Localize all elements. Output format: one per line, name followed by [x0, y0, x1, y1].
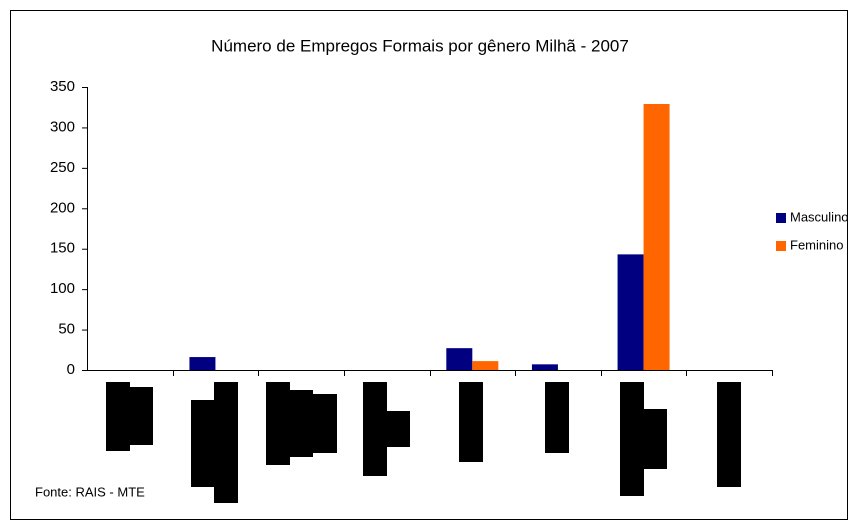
chart-title: Número de Empregos Formais por gênero Mi… [211, 36, 629, 55]
legend-label: Masculino [790, 209, 849, 224]
bar [643, 103, 670, 370]
legend-label: Feminino [790, 237, 843, 252]
y-tick-label: 250 [50, 159, 75, 176]
y-tick-label: 300 [50, 118, 75, 135]
bar [531, 364, 558, 370]
y-tick-label: 150 [50, 240, 75, 257]
bar [617, 254, 644, 370]
y-tick-label: 100 [50, 280, 75, 297]
y-tick-label: 50 [58, 321, 75, 338]
bar [189, 357, 216, 370]
bar [472, 361, 499, 370]
bar [446, 348, 473, 370]
y-tick-label: 200 [50, 199, 75, 216]
y-tick-label: 0 [67, 361, 75, 378]
legend-swatch [776, 213, 786, 223]
redacted-labels [106, 382, 741, 503]
source-note: Fonte: RAIS - MTE [35, 484, 145, 499]
legend-swatch [776, 241, 786, 251]
y-tick-label: 350 [50, 78, 75, 95]
